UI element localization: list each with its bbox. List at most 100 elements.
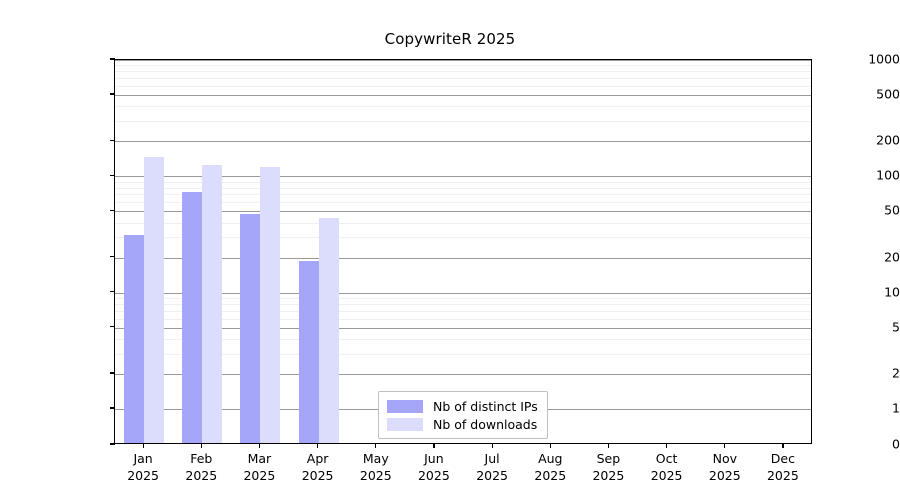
chart-legend: Nb of distinct IPs Nb of downloads xyxy=(378,391,548,439)
gridline-major xyxy=(115,60,811,61)
x-tick-month: Jan xyxy=(133,451,153,466)
y-tick-mark xyxy=(110,256,115,258)
y-tick-mark xyxy=(110,326,115,328)
gridline-minor xyxy=(115,303,811,305)
gridline-major xyxy=(115,257,811,259)
x-tick-year: 2025 xyxy=(185,468,218,483)
bar-feb-downloads xyxy=(202,165,223,443)
chart-title: CopywriteR 2025 xyxy=(384,30,516,48)
x-tick-year: 2025 xyxy=(127,468,159,483)
gridline-minor xyxy=(115,339,811,340)
y-tick-mark xyxy=(110,139,115,141)
x-tick-mark xyxy=(724,444,726,448)
bars-layer xyxy=(115,60,811,443)
gridline-minor xyxy=(115,310,811,312)
x-tick-label: Feb 2025 xyxy=(156,450,246,484)
x-tick-month: Jun xyxy=(424,451,444,466)
x-tick-label: Jul 2025 xyxy=(447,450,537,484)
bar-jan-downloads xyxy=(144,157,165,443)
x-tick-year: 2025 xyxy=(417,468,450,483)
gridline-minor xyxy=(115,85,811,87)
x-tick-year: 2025 xyxy=(766,468,799,483)
bar-apr-ips xyxy=(298,261,319,443)
x-tick-year: 2025 xyxy=(650,468,683,483)
x-tick-year: 2025 xyxy=(243,468,276,483)
gridline-major xyxy=(115,141,811,143)
x-tick-month: Oct xyxy=(655,451,678,466)
x-tick-month: Aug xyxy=(538,451,563,466)
x-tick-mark xyxy=(375,444,377,448)
x-tick-mark xyxy=(317,444,319,448)
y-tick-label: 50 xyxy=(884,202,900,218)
legend-item-label: Nb of downloads xyxy=(433,416,538,432)
x-tick-mark xyxy=(782,444,784,448)
gridline-minor xyxy=(115,298,811,299)
gridline-minor xyxy=(115,65,811,67)
x-tick-year: 2025 xyxy=(359,468,392,483)
gridline-major xyxy=(115,374,811,375)
x-tick-mark xyxy=(666,444,668,448)
gridline-minor xyxy=(115,222,811,224)
y-tick-mark xyxy=(110,93,115,95)
gridline-minor xyxy=(115,106,811,108)
legend-item: Nb of downloads xyxy=(387,415,538,433)
x-tick-year: 2025 xyxy=(592,468,625,483)
y-tick-mark xyxy=(110,291,115,293)
y-tick-label: 2 xyxy=(892,365,900,381)
x-tick-label: Apr 2025 xyxy=(273,450,363,484)
x-tick-month: Jul xyxy=(484,451,500,466)
gridline-minor xyxy=(115,187,811,189)
x-tick-label: Jan 2025 xyxy=(98,450,188,484)
bar-mar-ips xyxy=(240,213,261,443)
x-tick-month: May xyxy=(362,451,389,466)
y-tick-label: 20 xyxy=(884,249,900,265)
x-tick-label: Oct 2025 xyxy=(622,450,712,484)
x-tick-mark xyxy=(607,444,610,448)
y-tick-label: 1 xyxy=(892,400,900,416)
x-tick-mark xyxy=(491,444,493,448)
gridline-major xyxy=(115,211,811,213)
y-tick-mark xyxy=(110,407,115,409)
y-tick-label: 100 xyxy=(876,167,900,183)
x-tick-month: Apr xyxy=(306,451,329,466)
gridline-minor xyxy=(115,78,811,79)
x-tick-mark xyxy=(549,444,551,448)
gridline-minor xyxy=(115,120,811,122)
x-tick-year: 2025 xyxy=(476,468,508,483)
y-tick-mark xyxy=(110,443,115,445)
x-tick-month: Sep xyxy=(596,451,621,466)
gridline-minor xyxy=(115,237,811,239)
gridline-major xyxy=(115,176,811,178)
bar-mar-downloads xyxy=(260,167,281,443)
y-tick-label: 200 xyxy=(876,132,900,148)
gridline-major xyxy=(115,292,811,294)
x-tick-label: Jun 2025 xyxy=(389,450,479,484)
gridline-major xyxy=(115,95,811,96)
x-tick-year: 2025 xyxy=(708,468,741,483)
legend-swatch-icon xyxy=(387,399,423,413)
legend-swatch-icon xyxy=(387,417,423,431)
legend-item-label: Nb of distinct IPs xyxy=(433,398,538,414)
plot-area xyxy=(114,59,812,444)
x-tick-month: Nov xyxy=(712,451,737,466)
x-tick-label: Dec 2025 xyxy=(738,450,828,484)
gridline-minor xyxy=(115,71,811,73)
x-tick-mark xyxy=(142,444,144,448)
gridline-major xyxy=(115,327,811,329)
x-tick-label: Sep 2025 xyxy=(563,450,653,484)
x-tick-month: Dec xyxy=(770,451,795,466)
y-tick-label: 5 xyxy=(892,319,900,335)
x-tick-label: Mar 2025 xyxy=(214,450,304,484)
y-tick-mark xyxy=(110,174,115,176)
x-tick-year: 2025 xyxy=(301,468,334,483)
x-tick-label: Aug 2025 xyxy=(505,450,595,484)
legend-item: Nb of distinct IPs xyxy=(387,397,538,415)
gridline-minor xyxy=(115,181,811,183)
x-tick-mark xyxy=(200,444,202,448)
y-tick-mark xyxy=(110,372,115,374)
bar-jan-ips xyxy=(124,235,145,443)
x-tick-month: Feb xyxy=(190,451,213,466)
gridline-minor xyxy=(115,353,811,355)
